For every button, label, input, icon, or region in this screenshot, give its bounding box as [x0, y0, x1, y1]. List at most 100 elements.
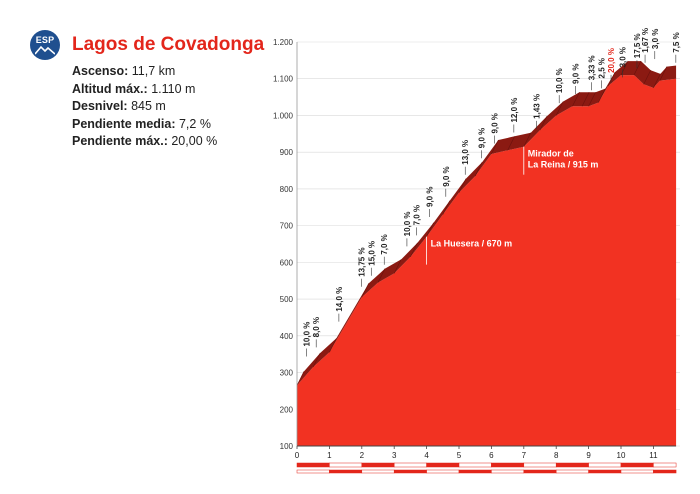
segment-divider — [458, 178, 467, 193]
stat-label: Pendiente máx.: — [72, 134, 168, 149]
x-tick-label: 10 — [617, 451, 626, 460]
x-tick-label: 5 — [457, 451, 462, 460]
y-tick-label: 100 — [280, 442, 294, 451]
stat-label: Altitud máx.: — [72, 81, 148, 96]
km-bar-segment — [296, 462, 330, 468]
country-badge: ESP — [30, 30, 60, 60]
km-bar-segment — [653, 469, 677, 474]
gradient-label: 9,0 % — [477, 128, 486, 159]
km-bar-segment — [620, 462, 654, 468]
segment-divider — [393, 259, 402, 274]
segment-divider — [572, 92, 580, 107]
y-tick-label: 900 — [280, 148, 294, 157]
gradient-text: 3,33 % — [588, 55, 597, 80]
x-tick-label: 9 — [586, 451, 591, 460]
x-tick-label: 2 — [360, 451, 365, 460]
stat-value: 20,00 % — [171, 134, 218, 149]
km-bar-segment — [588, 462, 622, 468]
gradient-text: 15,0 % — [367, 241, 376, 266]
segment-divider — [426, 222, 434, 237]
segment-divider — [555, 101, 564, 116]
stat-label: Pendiente media: — [72, 116, 176, 131]
stat-value: 1.110 m — [151, 81, 196, 96]
y-tick-label: 200 — [280, 405, 294, 414]
segment-divider — [410, 242, 418, 257]
gradient-label: 17,5 % — [633, 33, 642, 69]
gradient-text: 9,0 % — [442, 166, 451, 186]
y-tick-label: 1.100 — [273, 75, 294, 84]
y-tick-label: 500 — [280, 295, 294, 304]
x-tick-label: 1 — [327, 451, 332, 460]
km-bar-segment — [426, 462, 460, 468]
x-tick-label: 6 — [489, 451, 494, 460]
gradient-label: 9,0 % — [490, 113, 499, 144]
gradient-text: 3,0 % — [618, 47, 627, 67]
gradient-text: 1,67 % — [641, 28, 650, 53]
y-tick-label: 700 — [280, 222, 294, 231]
stat-row-max-gradient: Pendiente máx.: 20,00 % — [72, 133, 217, 151]
gradient-text: 9,0 % — [426, 187, 435, 207]
gradient-label: 15,0 % — [367, 241, 376, 276]
gradient-label: 10,0 % — [403, 211, 412, 247]
gradient-label: 10,0 % — [555, 68, 564, 104]
segment-divider — [659, 66, 668, 81]
km-bar-segment — [361, 462, 395, 468]
gradient-text: 7,5 % — [672, 32, 681, 52]
segment-divider — [507, 136, 515, 151]
km-bar-segment — [329, 462, 363, 468]
x-tick-label: 4 — [424, 451, 429, 460]
gradient-text: 17,5 % — [633, 33, 642, 58]
gradient-label: 7,5 % — [672, 32, 681, 63]
gradient-label: 9,0 % — [442, 166, 451, 197]
segment-divider — [643, 70, 651, 85]
y-tick-label: 800 — [280, 185, 294, 194]
segment-divider — [523, 132, 532, 147]
mountain-icon — [35, 45, 55, 55]
segment-divider — [675, 78, 677, 79]
gradient-text: 9,0 % — [571, 63, 580, 83]
gradient-label: 14,0 % — [335, 287, 344, 322]
km-bar-segment — [426, 469, 460, 474]
stat-value: 11,7 km — [131, 64, 176, 78]
gradient-text: 10,0 % — [555, 68, 564, 93]
gradient-text: 7,0 % — [413, 205, 422, 225]
stat-label: Ascenso: — [72, 64, 129, 78]
y-tick-label: 300 — [280, 369, 294, 378]
y-tick-label: 1.200 — [273, 38, 294, 47]
segment-divider — [377, 268, 386, 283]
y-tick-label: 600 — [280, 258, 294, 267]
landmark-text: La Huesera / 670 m — [431, 239, 513, 249]
landmark-annotation: La Huesera / 670 m — [426, 236, 513, 265]
km-bar-segment — [491, 469, 525, 474]
segment-divider — [329, 338, 337, 353]
stat-value: 845 m — [131, 99, 166, 114]
gradient-text: 13,75 % — [358, 247, 367, 276]
gradient-text: 12,0 % — [510, 98, 519, 123]
gradient-label: 2,5 % — [597, 58, 606, 89]
km-bar-segment — [555, 469, 589, 474]
stat-label: Desnivel: — [72, 99, 128, 114]
segment-divider — [653, 73, 661, 89]
gradient-label: 1,43 % — [533, 94, 542, 129]
gradient-label: 9,0 % — [426, 187, 435, 217]
gradient-text: 9,0 % — [490, 113, 499, 133]
climb-title: Lagos de Covadonga — [72, 34, 265, 55]
km-bar-segment — [458, 462, 492, 468]
gradient-label: 13,0 % — [461, 140, 470, 175]
km-bar-segment — [458, 469, 492, 474]
gradient-text: 7,0 % — [380, 234, 389, 254]
stat-row-elevation-gain: Desnivel: 845 m — [72, 98, 217, 116]
stat-row-ascent: Ascenso: 11,7 km — [72, 63, 217, 81]
stat-row-average-gradient: Pendiente media: 7,2 % — [72, 116, 217, 134]
km-bar-segment — [523, 462, 557, 468]
gradient-text: 10,0 % — [403, 211, 412, 236]
gradient-text: 9,0 % — [477, 128, 486, 148]
segment-divider — [539, 116, 548, 131]
climb-stats: Ascenso: 11,7 km Altitud máx.: 1.110 m D… — [72, 63, 217, 151]
km-bar-segment — [296, 469, 330, 474]
segment-divider — [598, 88, 606, 103]
gradient-label: 8,0 % — [312, 317, 321, 348]
gradient-label: 13,75 % — [358, 247, 367, 287]
